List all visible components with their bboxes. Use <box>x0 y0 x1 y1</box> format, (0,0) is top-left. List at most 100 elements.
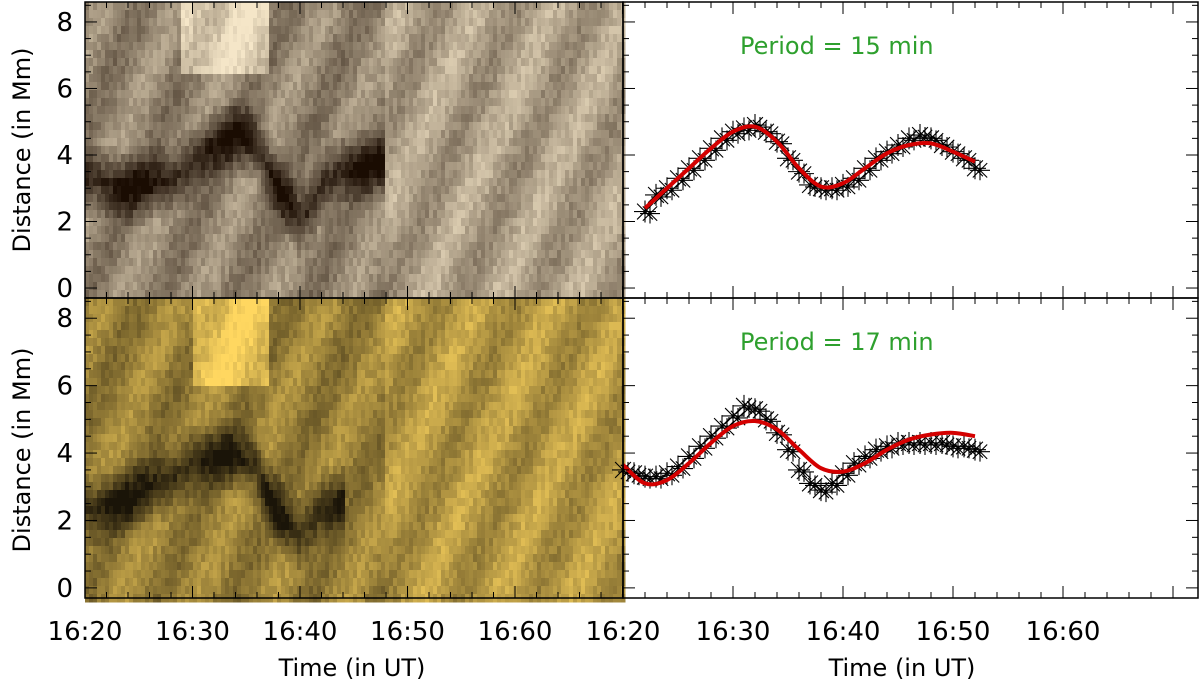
heatmap-cell <box>293 10 298 19</box>
heatmap-cell <box>85 186 90 195</box>
heatmap-cell <box>141 242 146 251</box>
heatmap-cell <box>297 34 302 43</box>
heatmap-cell <box>385 250 390 259</box>
heatmap-cell <box>245 170 250 179</box>
heatmap-cell <box>313 74 318 83</box>
heatmap-cell <box>133 250 138 259</box>
heatmap-cell <box>597 282 602 291</box>
heatmap-cell <box>397 234 402 243</box>
heatmap-cell <box>153 282 158 291</box>
heatmap-cell <box>585 114 590 123</box>
heatmap-cell <box>197 122 202 131</box>
heatmap-cell <box>93 130 98 139</box>
heatmap-cell <box>441 18 446 27</box>
heatmap-cell <box>529 74 534 83</box>
heatmap-cell <box>561 90 566 99</box>
heatmap-cell <box>545 18 550 27</box>
heatmap-cell <box>221 90 226 99</box>
heatmap-cell <box>309 50 314 59</box>
heatmap-cell <box>381 266 386 275</box>
heatmap-cell <box>393 34 398 43</box>
heatmap-cell <box>329 178 334 187</box>
heatmap-cell <box>553 146 558 155</box>
heatmap-cell <box>521 130 526 139</box>
heatmap-cell <box>497 242 502 251</box>
heatmap-cell <box>461 114 466 123</box>
heatmap-cell <box>225 282 230 291</box>
heatmap-cell <box>269 266 274 275</box>
heatmap-cell <box>549 58 554 67</box>
heatmap-cell <box>609 282 614 291</box>
heatmap-cell <box>529 42 534 51</box>
heatmap-cell <box>529 186 534 195</box>
heatmap-cell <box>557 66 562 75</box>
heatmap-cell <box>369 74 374 83</box>
heatmap-cell <box>173 106 178 115</box>
heatmap-cell <box>301 250 306 259</box>
heatmap-cell <box>573 114 578 123</box>
heatmap-cell <box>421 186 426 195</box>
heatmap-cell <box>429 274 434 283</box>
heatmap-cell <box>605 10 610 19</box>
heatmap-cell <box>521 98 526 107</box>
heatmap-cell <box>89 162 94 171</box>
heatmap-cell <box>473 218 478 227</box>
heatmap-cell <box>241 122 246 131</box>
heatmap-cell <box>505 138 510 147</box>
heatmap-cell <box>241 178 246 187</box>
heatmap-cell <box>173 122 178 131</box>
heatmap-cell <box>153 194 158 203</box>
heatmap-cell <box>517 178 522 187</box>
heatmap-cell <box>409 42 414 51</box>
heatmap-cell <box>397 122 402 131</box>
heatmap-cell <box>313 154 318 163</box>
heatmap-cell <box>125 290 130 299</box>
heatmap-cell <box>157 218 162 227</box>
heatmap-cell <box>401 50 406 59</box>
heatmap-cell <box>325 290 330 299</box>
heatmap-cell <box>329 66 334 75</box>
heatmap-cell <box>581 138 586 147</box>
heatmap-cell <box>105 170 110 179</box>
heatmap-cell <box>529 98 534 107</box>
heatmap-cell <box>501 18 506 27</box>
heatmap-cell <box>237 162 242 171</box>
heatmap-cell <box>545 42 550 51</box>
heatmap-cell <box>177 18 182 27</box>
heatmap-cell <box>261 122 266 131</box>
heatmap-cell <box>121 210 126 219</box>
heatmap-cell <box>265 130 270 139</box>
heatmap-cell <box>281 242 286 251</box>
heatmap-cell <box>117 162 122 171</box>
heatmap-cell <box>353 290 358 299</box>
heatmap-cell <box>553 218 558 227</box>
heatmap-cell <box>349 202 354 211</box>
heatmap-cell <box>457 34 462 43</box>
heatmap-cell <box>177 218 182 227</box>
heatmap-cell <box>441 2 446 11</box>
heatmap-cell <box>397 138 402 147</box>
heatmap-cell <box>385 154 390 163</box>
heatmap-cell <box>289 170 294 179</box>
heatmap-cell <box>301 274 306 283</box>
heatmap-cell <box>465 130 470 139</box>
heatmap-cell <box>281 194 286 203</box>
heatmap-cell <box>405 186 410 195</box>
heatmap-cell <box>573 26 578 35</box>
heatmap-cell <box>197 26 202 35</box>
heatmap-cell <box>513 82 518 91</box>
heatmap-cell <box>333 266 338 275</box>
heatmap-cell <box>389 154 394 163</box>
heatmap-cell <box>453 10 458 19</box>
heatmap-cell <box>541 34 546 43</box>
heatmap-cell <box>161 74 166 83</box>
heatmap-cell <box>509 170 514 179</box>
heatmap-cell <box>369 138 374 147</box>
heatmap-cell <box>277 66 282 75</box>
heatmap-cell <box>89 82 94 91</box>
heatmap-cell <box>513 202 518 211</box>
heatmap-cell <box>401 10 406 19</box>
heatmap-cell <box>393 266 398 275</box>
heatmap-cell <box>457 18 462 27</box>
heatmap-cell <box>229 114 234 123</box>
